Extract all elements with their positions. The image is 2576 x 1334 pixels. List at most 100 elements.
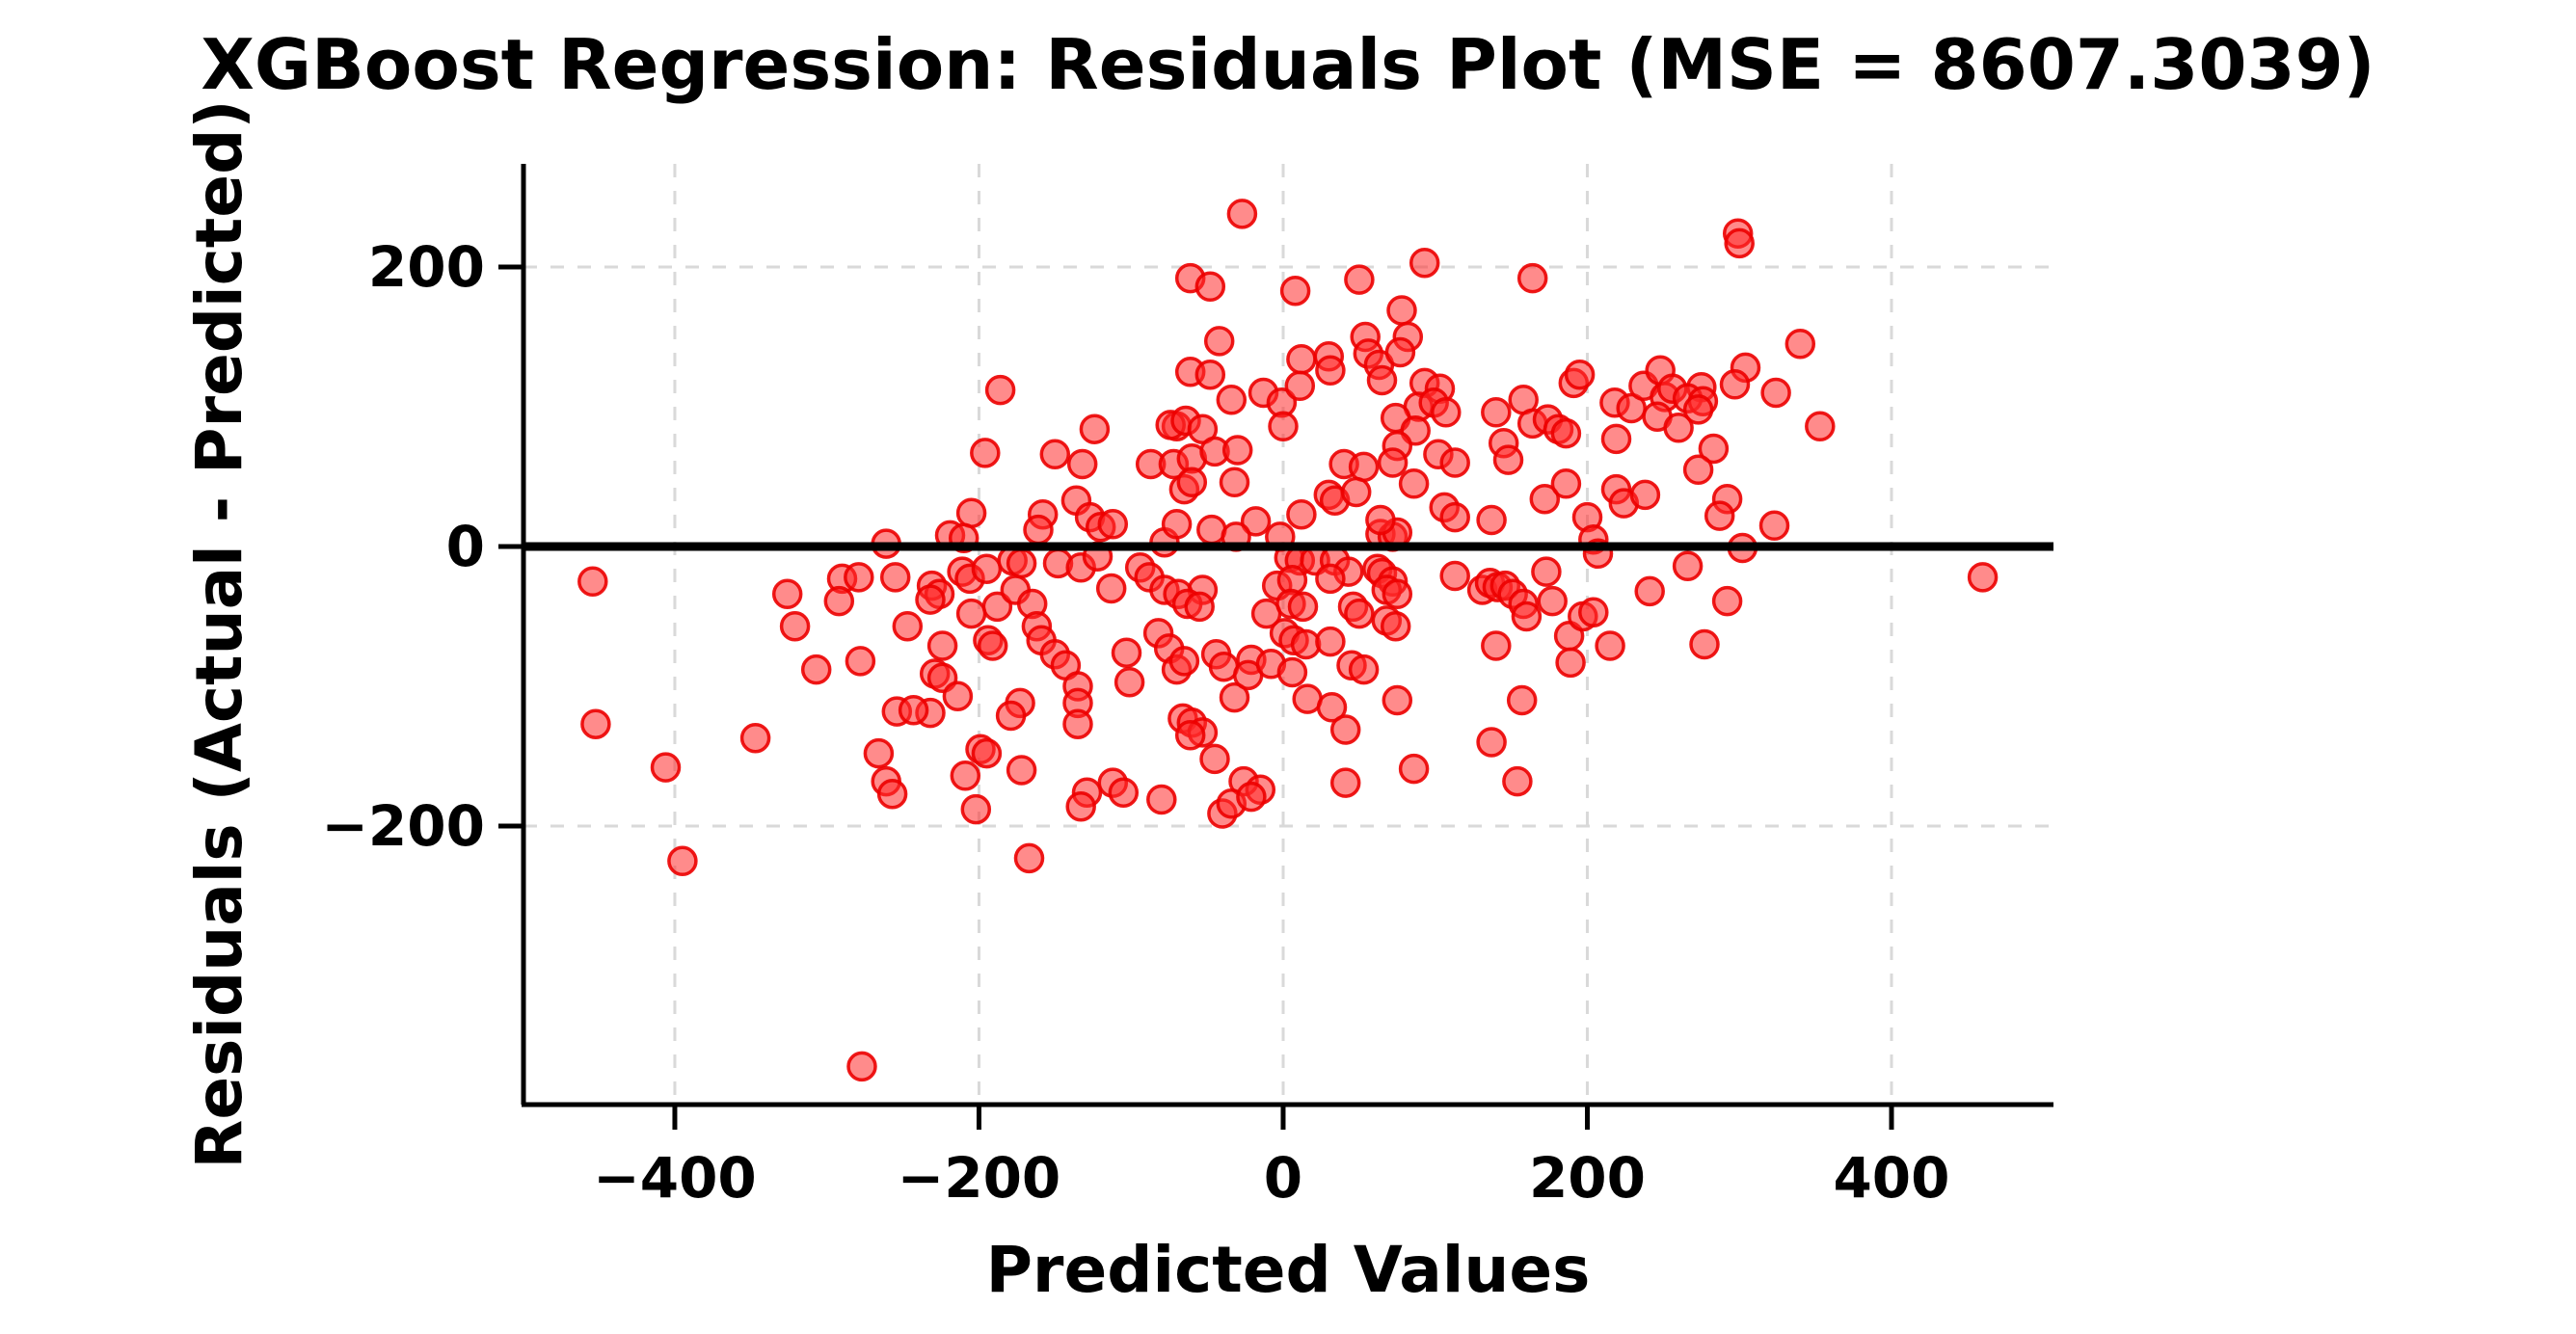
scatter-point (1095, 573, 1127, 604)
scatter-point (1476, 727, 1507, 758)
scatter-point (1550, 417, 1582, 449)
scatter-points-layer (577, 199, 1999, 1082)
scatter-point (1365, 504, 1396, 536)
scatter-point (1506, 684, 1538, 716)
scatter-point (650, 752, 682, 783)
scatter-point (1315, 355, 1346, 387)
scatter-point (1682, 454, 1714, 486)
scatter-point (1564, 359, 1596, 390)
scatter-point (955, 497, 987, 528)
scatter-point (1315, 563, 1346, 595)
scatter-point (1682, 394, 1714, 425)
scatter-point (846, 1051, 877, 1082)
scatter-point (1146, 784, 1177, 815)
scatter-point (1634, 575, 1665, 607)
scatter-point (1039, 439, 1071, 470)
scatter-point (1006, 755, 1037, 786)
scatter-point (1079, 414, 1111, 444)
scatter-point (1805, 411, 1836, 442)
scatter-point (1284, 370, 1316, 402)
scatter-point (1595, 630, 1625, 661)
x-tick-label: 200 (1529, 1145, 1646, 1211)
scatter-point (1226, 199, 1258, 229)
scatter-point (1023, 514, 1054, 546)
scatter-point (1161, 509, 1193, 540)
scatter-point (1108, 777, 1140, 808)
y-axis-label: Residuals (Actual - Predicted) (182, 100, 256, 1169)
scatter-point (1698, 433, 1730, 465)
scatter-point (845, 646, 876, 677)
scatter-point (1492, 444, 1524, 475)
scatter-point (1216, 385, 1248, 415)
scatter-point (1279, 275, 1311, 307)
scatter-point (942, 680, 974, 711)
scatter-point (1268, 411, 1299, 442)
scatter-point (1439, 501, 1470, 533)
scatter-point (971, 553, 1003, 584)
scatter-point (1286, 498, 1317, 530)
scatter-point (1384, 336, 1416, 368)
chart-title: XGBoost Regression: Residuals Plot (MSE … (201, 24, 2375, 105)
scatter-point (1276, 656, 1308, 688)
scatter-point (1219, 467, 1250, 498)
scatter-point (1344, 264, 1375, 295)
scatter-point (1380, 610, 1411, 642)
scatter-point (1236, 781, 1267, 813)
scatter-point (960, 793, 992, 825)
scatter-point (771, 578, 803, 610)
scatter-point (1689, 628, 1720, 660)
scatter-point (1203, 326, 1235, 357)
scatter-point (1502, 765, 1533, 797)
x-tick-label: 400 (1833, 1145, 1949, 1211)
scatter-point (955, 598, 987, 629)
scatter-point (879, 562, 911, 593)
scatter-point (863, 737, 895, 769)
scatter-point (779, 610, 811, 642)
scatter-point (1114, 666, 1145, 698)
scatter-point (1316, 692, 1348, 723)
scatter-point (1377, 447, 1409, 478)
scatter-point (1550, 468, 1582, 499)
scatter-point (898, 694, 929, 726)
scatter-point (844, 562, 874, 593)
scatter-point (1348, 451, 1380, 483)
scatter-point (1111, 637, 1142, 668)
scatter-point (1194, 271, 1226, 303)
scatter-point (1062, 708, 1093, 739)
scatter-point (577, 566, 608, 598)
scatter-point (1967, 562, 1999, 593)
scatter-point (1013, 842, 1045, 874)
scatter-point (667, 845, 698, 877)
y-tick-label: 0 (446, 514, 485, 579)
scatter-point (1481, 397, 1512, 428)
scatter-point (1174, 720, 1206, 751)
y-tick-label: −200 (321, 793, 485, 859)
scatter-point (1439, 560, 1470, 592)
scatter-point (1663, 413, 1694, 443)
tick-label-layer: −400 −200 0 200 400 −200 0 200 (321, 234, 1949, 1211)
scatter-point (1240, 506, 1272, 537)
scatter-point (1168, 646, 1200, 677)
scatter-point (1476, 504, 1507, 536)
scatter-point (1097, 509, 1129, 540)
scatter-point (1398, 468, 1430, 499)
scatter-point (1221, 435, 1253, 466)
scatter-point (977, 630, 1008, 661)
scatter-point (915, 584, 946, 615)
scatter-point (1340, 476, 1372, 508)
axis-layer (498, 164, 2053, 1130)
x-tick-label: −400 (593, 1145, 757, 1211)
scatter-point (1537, 585, 1568, 617)
scatter-point (1578, 597, 1609, 627)
scatter-point (971, 737, 1003, 769)
scatter-point (1382, 684, 1413, 716)
scatter-point (1511, 600, 1543, 632)
scatter-point (1286, 343, 1317, 375)
scatter-point (1431, 397, 1462, 428)
scatter-point (1006, 547, 1037, 579)
scatter-point (1704, 500, 1735, 531)
scatter-point (1724, 227, 1755, 259)
scatter-point (1315, 626, 1346, 657)
scatter-point (1529, 483, 1561, 515)
